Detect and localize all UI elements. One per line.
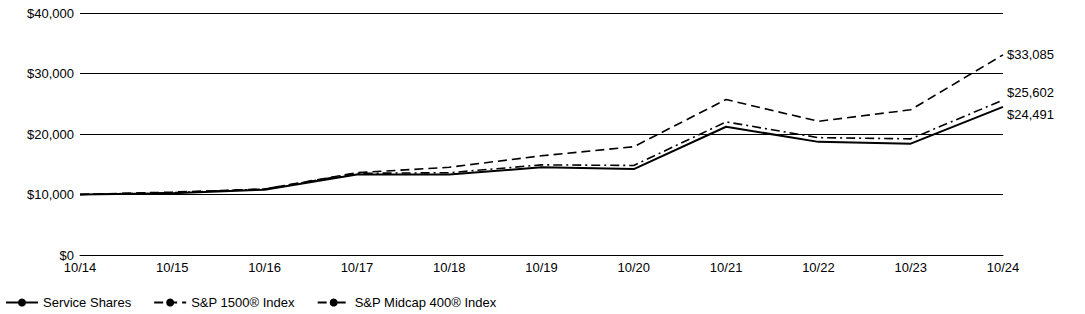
svg-text:10/21: 10/21 [710,260,743,275]
svg-text:10/17: 10/17 [341,260,374,275]
svg-text:Service Shares: Service Shares [43,295,132,310]
svg-text:$20,000: $20,000 [27,127,74,142]
svg-text:$25,602: $25,602 [1007,85,1054,100]
svg-text:10/15: 10/15 [156,260,189,275]
svg-text:10/19: 10/19 [525,260,558,275]
svg-text:$40,000: $40,000 [27,6,74,21]
svg-text:10/14: 10/14 [64,260,97,275]
svg-text:10/20: 10/20 [618,260,651,275]
svg-text:$33,085: $33,085 [1007,47,1054,62]
svg-text:$30,000: $30,000 [27,66,74,81]
svg-text:10/23: 10/23 [894,260,927,275]
svg-text:10/24: 10/24 [987,260,1020,275]
svg-text:10/16: 10/16 [248,260,281,275]
svg-text:$10,000: $10,000 [27,187,74,202]
svg-text:S&P Midcap 400® Index: S&P Midcap 400® Index [355,295,497,310]
svg-text:$24,491: $24,491 [1007,107,1054,122]
svg-text:$0: $0 [59,247,74,263]
svg-text:S&P 1500® Index: S&P 1500® Index [191,295,295,310]
svg-text:10/22: 10/22 [802,260,835,275]
svg-text:10/18: 10/18 [433,260,466,275]
